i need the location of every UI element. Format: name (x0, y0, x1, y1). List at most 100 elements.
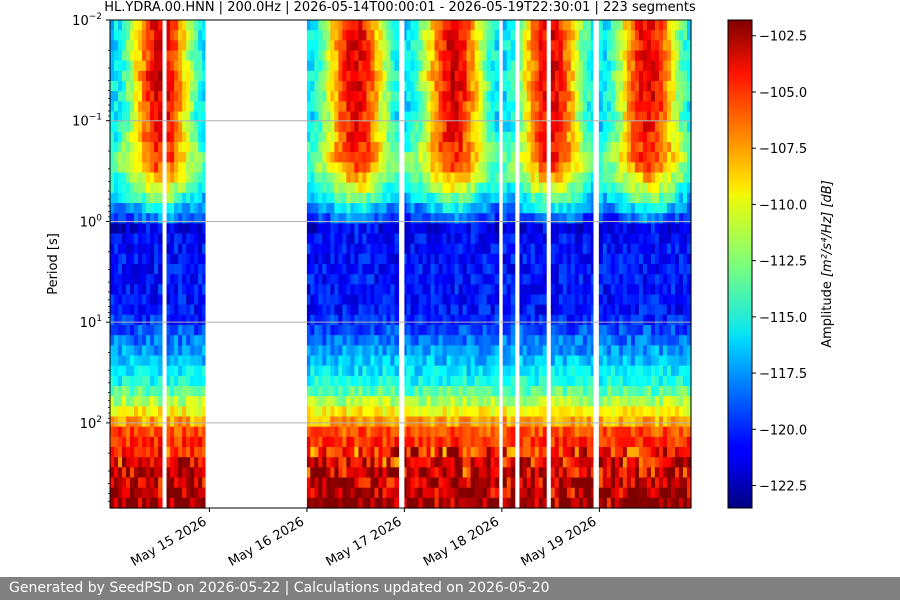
heatmap-cell (330, 142, 335, 153)
heatmap-cell (638, 325, 644, 336)
heatmap-cell (622, 91, 628, 102)
heatmap-cell (534, 345, 540, 357)
heatmap-cell (642, 223, 648, 235)
heatmap-cell (510, 304, 516, 316)
heatmap-cell (314, 487, 319, 499)
heatmap-cell (354, 457, 360, 468)
heatmap-cell (350, 40, 356, 52)
heatmap-cell (422, 335, 428, 346)
heatmap-cell (446, 101, 452, 113)
heatmap-cell (126, 365, 131, 377)
heatmap-cell (610, 253, 616, 265)
heatmap-cell (618, 304, 624, 316)
heatmap-cell (434, 477, 440, 489)
heatmap-cell (478, 487, 484, 499)
heatmap-cell (154, 274, 159, 285)
heatmap-cell (578, 314, 584, 326)
heatmap-cell (638, 253, 644, 265)
heatmap-cell (510, 467, 516, 479)
heatmap-cell (590, 284, 596, 296)
heatmap-cell (146, 304, 151, 316)
heatmap-cell (486, 192, 492, 204)
heatmap-cell (330, 375, 335, 387)
heatmap-cell (426, 50, 432, 62)
heatmap-cell (406, 314, 412, 326)
heatmap-cell (310, 243, 315, 255)
heatmap-cell (518, 497, 524, 509)
heatmap-cell (438, 477, 444, 489)
heatmap-cell (550, 203, 556, 214)
heatmap-cell (482, 457, 488, 468)
heatmap-cell (442, 81, 448, 92)
heatmap-cell (138, 182, 143, 194)
heatmap-cell (506, 396, 512, 407)
heatmap-cell (598, 30, 604, 41)
heatmap-cell (334, 304, 339, 316)
heatmap-cell (438, 101, 444, 113)
heatmap-cell (522, 365, 528, 377)
heatmap-cell (482, 304, 488, 316)
heatmap-cell (370, 253, 376, 265)
heatmap-cell (446, 142, 452, 153)
heatmap-cell (118, 477, 123, 489)
heatmap-cell (426, 111, 432, 123)
heatmap-cell (526, 274, 532, 285)
heatmap-cell (506, 121, 512, 133)
heatmap-cell (646, 375, 652, 387)
heatmap-cell (606, 457, 612, 468)
heatmap-cell (110, 497, 115, 509)
heatmap-cell (418, 30, 424, 41)
heatmap-cell (642, 131, 648, 143)
heatmap-cell (614, 304, 620, 316)
heatmap-cell (314, 152, 319, 163)
heatmap-cell (150, 30, 155, 41)
heatmap-cell (130, 274, 135, 285)
heatmap-cell (446, 50, 452, 62)
heatmap-cell (598, 233, 604, 245)
heatmap-cell (522, 274, 528, 285)
heatmap-cell (406, 223, 412, 235)
heatmap-cell (522, 20, 528, 31)
heatmap-cell (630, 436, 636, 448)
heatmap-cell (118, 192, 123, 204)
heatmap-cell (386, 152, 392, 163)
heatmap-cell (306, 203, 311, 214)
heatmap-cell (198, 426, 203, 438)
heatmap-cell (618, 375, 624, 387)
heatmap-cell (582, 436, 588, 448)
heatmap-cell (346, 152, 352, 163)
heatmap-cell (526, 345, 532, 357)
heatmap-cell (522, 335, 528, 346)
heatmap-cell (406, 355, 412, 367)
heatmap-cell (134, 30, 139, 41)
heatmap-cell (330, 192, 335, 204)
heatmap-cell (522, 131, 528, 143)
heatmap-cell (550, 294, 556, 306)
heatmap-cell (502, 477, 508, 489)
heatmap-cell (334, 70, 339, 82)
heatmap-cell (554, 355, 560, 367)
heatmap-cell (406, 457, 412, 468)
heatmap-cell (422, 294, 428, 306)
heatmap-cell (374, 355, 380, 367)
heatmap-cell (634, 121, 640, 133)
heatmap-cell (518, 192, 524, 204)
heatmap-cell (586, 142, 592, 153)
heatmap-cell (358, 284, 364, 296)
heatmap-cell (198, 406, 203, 418)
heatmap-cell (562, 162, 568, 174)
heatmap-cell (638, 213, 644, 224)
heatmap-cell (642, 416, 648, 428)
heatmap-cell (566, 192, 572, 204)
heatmap-cell (166, 253, 171, 265)
heatmap-cell (346, 386, 352, 397)
heatmap-cell (614, 81, 620, 92)
heatmap-cell (550, 416, 556, 428)
heatmap-cell (458, 487, 464, 499)
heatmap-cell (190, 335, 195, 346)
heatmap-cell (350, 426, 356, 438)
heatmap-cell (434, 426, 440, 438)
heatmap-cell (374, 162, 380, 174)
heatmap-cell (146, 81, 151, 92)
heatmap-cell (334, 121, 339, 133)
